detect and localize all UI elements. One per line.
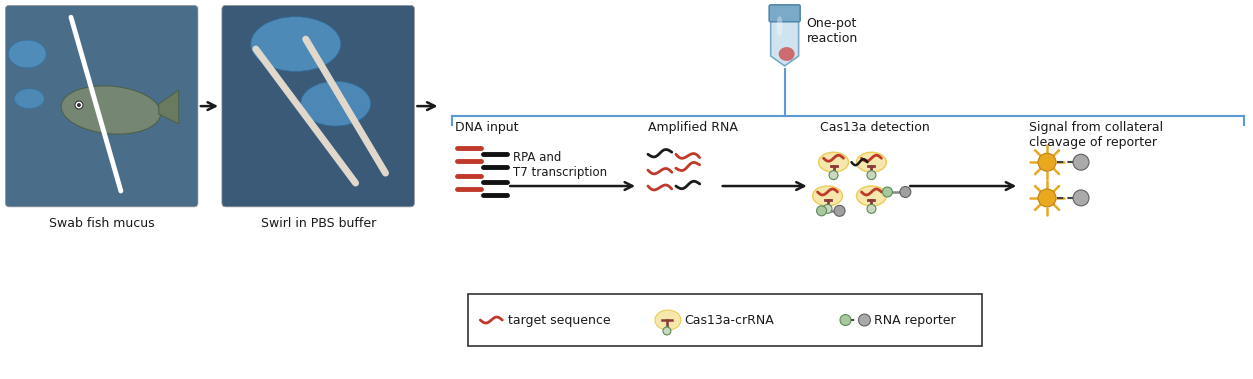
Text: Swab fish mucus: Swab fish mucus	[49, 217, 154, 230]
Ellipse shape	[818, 152, 848, 172]
FancyBboxPatch shape	[5, 5, 198, 207]
Text: Amplified RNA: Amplified RNA	[648, 121, 738, 133]
Circle shape	[1073, 190, 1089, 206]
Ellipse shape	[655, 310, 680, 330]
Text: RNA reporter: RNA reporter	[875, 313, 956, 327]
Ellipse shape	[61, 86, 160, 134]
Ellipse shape	[777, 16, 783, 36]
Text: One-pot
reaction: One-pot reaction	[807, 17, 858, 45]
Circle shape	[867, 204, 876, 213]
Text: Cas13a detection: Cas13a detection	[819, 121, 930, 133]
Ellipse shape	[301, 81, 371, 126]
Text: Signal from collateral
cleavage of reporter: Signal from collateral cleavage of repor…	[1029, 121, 1163, 149]
Ellipse shape	[813, 186, 842, 206]
Text: Swirl in PBS buffer: Swirl in PBS buffer	[261, 217, 376, 230]
Bar	[469, 294, 982, 346]
Circle shape	[75, 101, 83, 109]
Circle shape	[817, 206, 827, 216]
Ellipse shape	[14, 89, 44, 109]
Ellipse shape	[857, 152, 886, 172]
Ellipse shape	[857, 186, 886, 206]
Circle shape	[840, 315, 851, 326]
Circle shape	[1037, 189, 1056, 207]
Text: Cas13a-crRNA: Cas13a-crRNA	[684, 313, 773, 327]
Ellipse shape	[9, 40, 46, 68]
Circle shape	[900, 186, 911, 197]
Text: RPA and
T7 transcription: RPA and T7 transcription	[514, 151, 608, 179]
Polygon shape	[159, 90, 179, 124]
Circle shape	[829, 171, 838, 180]
Text: DNA input: DNA input	[455, 121, 519, 133]
Circle shape	[663, 327, 670, 335]
Polygon shape	[771, 19, 798, 66]
Circle shape	[858, 314, 871, 326]
Circle shape	[76, 103, 81, 107]
Circle shape	[823, 204, 832, 213]
Circle shape	[834, 205, 845, 216]
FancyBboxPatch shape	[769, 5, 801, 22]
FancyBboxPatch shape	[222, 5, 415, 207]
Ellipse shape	[251, 17, 341, 71]
Text: target sequence: target sequence	[509, 313, 611, 327]
Circle shape	[867, 171, 876, 180]
Circle shape	[1037, 153, 1056, 171]
Circle shape	[882, 187, 892, 197]
Circle shape	[1073, 154, 1089, 170]
Ellipse shape	[778, 47, 794, 61]
